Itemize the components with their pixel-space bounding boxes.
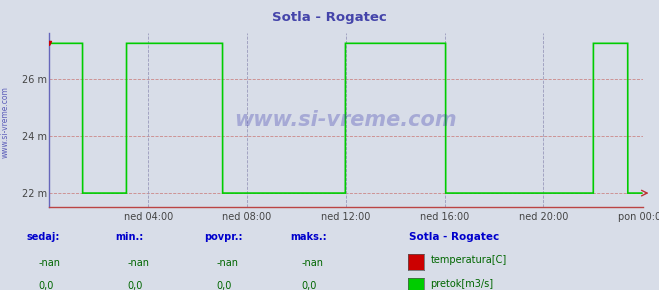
Text: maks.:: maks.:: [290, 232, 327, 242]
Text: -nan: -nan: [216, 258, 238, 268]
Text: temperatura[C]: temperatura[C]: [430, 255, 507, 264]
Text: Sotla - Rogatec: Sotla - Rogatec: [409, 232, 499, 242]
Text: 0,0: 0,0: [302, 281, 317, 290]
Text: pretok[m3/s]: pretok[m3/s]: [430, 279, 494, 289]
Text: min.:: min.:: [115, 232, 144, 242]
Text: -nan: -nan: [38, 258, 60, 268]
Text: -nan: -nan: [302, 258, 324, 268]
Text: sedaj:: sedaj:: [26, 232, 60, 242]
Text: 0,0: 0,0: [127, 281, 142, 290]
Text: 0,0: 0,0: [38, 281, 53, 290]
Text: www.si-vreme.com: www.si-vreme.com: [1, 86, 10, 158]
Text: povpr.:: povpr.:: [204, 232, 243, 242]
Text: 0,0: 0,0: [216, 281, 231, 290]
Text: -nan: -nan: [127, 258, 149, 268]
Text: Sotla - Rogatec: Sotla - Rogatec: [272, 11, 387, 24]
Text: www.si-vreme.com: www.si-vreme.com: [235, 110, 457, 130]
